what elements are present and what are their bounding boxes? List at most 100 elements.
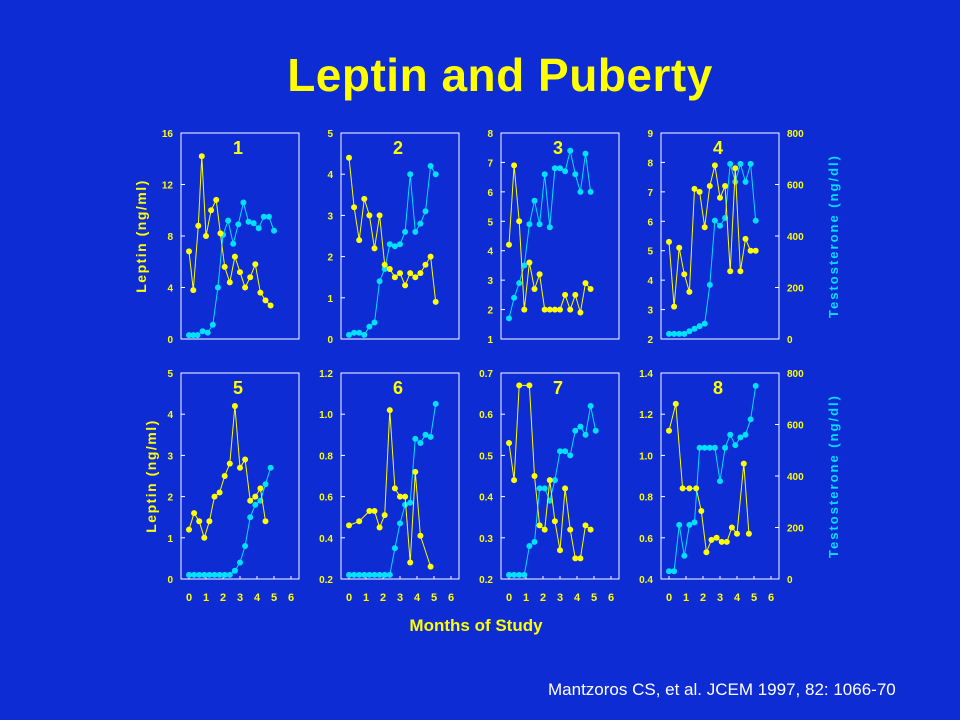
testosterone-point (351, 329, 358, 336)
y-tick-label: 5 (167, 369, 173, 380)
testosterone-point (666, 330, 672, 337)
testosterone-point (696, 444, 703, 451)
x-tick-label: 0 (506, 592, 512, 604)
testosterone-point (536, 485, 543, 492)
y-tick-label: 1 (167, 534, 173, 545)
leptin-point (562, 485, 569, 492)
x-tick-label: 3 (237, 592, 243, 604)
leptin-point (351, 204, 358, 211)
testosterone-point (191, 571, 198, 578)
y-tick-label: 5 (487, 217, 493, 228)
leptin-point (742, 235, 749, 242)
testosterone-point (235, 221, 242, 228)
leptin-point (257, 485, 264, 492)
y-tick-label: 0.6 (479, 410, 493, 421)
panel-frame-1 (180, 132, 300, 340)
leptin-point (723, 538, 730, 545)
testosterone-point (412, 435, 419, 442)
leptin-point (557, 547, 563, 554)
testosterone-point (671, 330, 678, 337)
right-tick-label: 600 (787, 181, 804, 192)
testosterone-point (722, 444, 729, 451)
testosterone-point (686, 521, 693, 528)
leptin-point (267, 302, 274, 309)
testosterone-point (422, 431, 429, 438)
leptin-point (557, 306, 563, 313)
y-tick-label: 9 (647, 129, 653, 140)
testosterone-point (422, 208, 429, 215)
leptin-point (666, 238, 672, 245)
testosterone-point (252, 501, 259, 508)
testosterone-point (427, 433, 434, 440)
testosterone-point (551, 165, 558, 172)
testosterone-point (711, 217, 718, 224)
leptin-point (366, 508, 373, 514)
leptin-point (217, 230, 224, 237)
testosterone-point (240, 199, 247, 206)
testosterone-point (747, 416, 754, 423)
testosterone-point (209, 321, 216, 328)
leptin-point (541, 306, 548, 313)
testosterone-point (427, 163, 434, 169)
leptin-point (221, 263, 228, 270)
x-tick-label: 0 (666, 592, 672, 604)
leptin-point (686, 288, 693, 295)
y-tick-label: 0.6 (639, 534, 653, 545)
y-tick-label: 3 (487, 276, 493, 287)
leptin-point (262, 297, 269, 304)
x-tick-label: 5 (751, 592, 757, 604)
y-tick-label: 0 (327, 335, 333, 346)
x-tick-label: 0 (186, 592, 192, 604)
leptin-point (206, 518, 213, 525)
y-tick-label: 4 (167, 410, 173, 421)
panel-label-2: 2 (393, 138, 403, 158)
testosterone-point (186, 571, 192, 578)
y-tick-label: 5 (647, 247, 653, 258)
leptin-point (727, 268, 734, 275)
leptin-point (536, 271, 543, 278)
testosterone-point (737, 434, 744, 441)
leptin-point (672, 400, 679, 407)
testosterone-point (412, 228, 419, 235)
leptin-point (346, 522, 352, 529)
leptin-point (407, 270, 414, 277)
testosterone-point (376, 571, 383, 578)
leptin-point (516, 218, 523, 225)
testosterone-point (186, 332, 192, 339)
leptin-point (511, 477, 518, 484)
leptin-point (531, 286, 538, 292)
testosterone-point (557, 165, 563, 172)
leptin-point (679, 485, 686, 492)
testosterone-point (361, 571, 368, 578)
testosterone-point (706, 281, 713, 288)
panel-frame-4 (660, 132, 780, 340)
y-tick-label: 0.5 (479, 451, 493, 462)
testosterone-point (267, 464, 274, 471)
y-tick-label: 5 (327, 129, 333, 140)
testosterone-point (391, 545, 398, 552)
testosterone-point (541, 485, 548, 492)
leptin-point (516, 382, 523, 389)
testosterone-point (676, 521, 683, 528)
leptin-point (190, 287, 197, 294)
testosterone-point (196, 571, 203, 578)
testosterone-point (402, 228, 409, 235)
y-tick-label: 4 (647, 276, 653, 287)
testosterone-point (526, 221, 533, 228)
leptin-point (386, 407, 393, 414)
testosterone-point (562, 168, 569, 175)
leptin-line-8 (668, 403, 750, 555)
leptin-point (708, 536, 715, 543)
y-tick-label: 1.4 (639, 369, 653, 380)
testosterone-line-3 (508, 150, 592, 319)
panel-label-1: 1 (233, 138, 243, 158)
leptin-point (361, 195, 368, 202)
leptin-point (737, 268, 744, 275)
testosterone-point (381, 266, 388, 272)
leptin-line-3 (508, 165, 591, 313)
testosterone-line-2 (348, 164, 437, 336)
testosterone-point (742, 178, 749, 185)
x-tick-label: 2 (220, 592, 226, 604)
panel-label-8: 8 (713, 378, 723, 398)
testosterone-point (701, 444, 708, 451)
